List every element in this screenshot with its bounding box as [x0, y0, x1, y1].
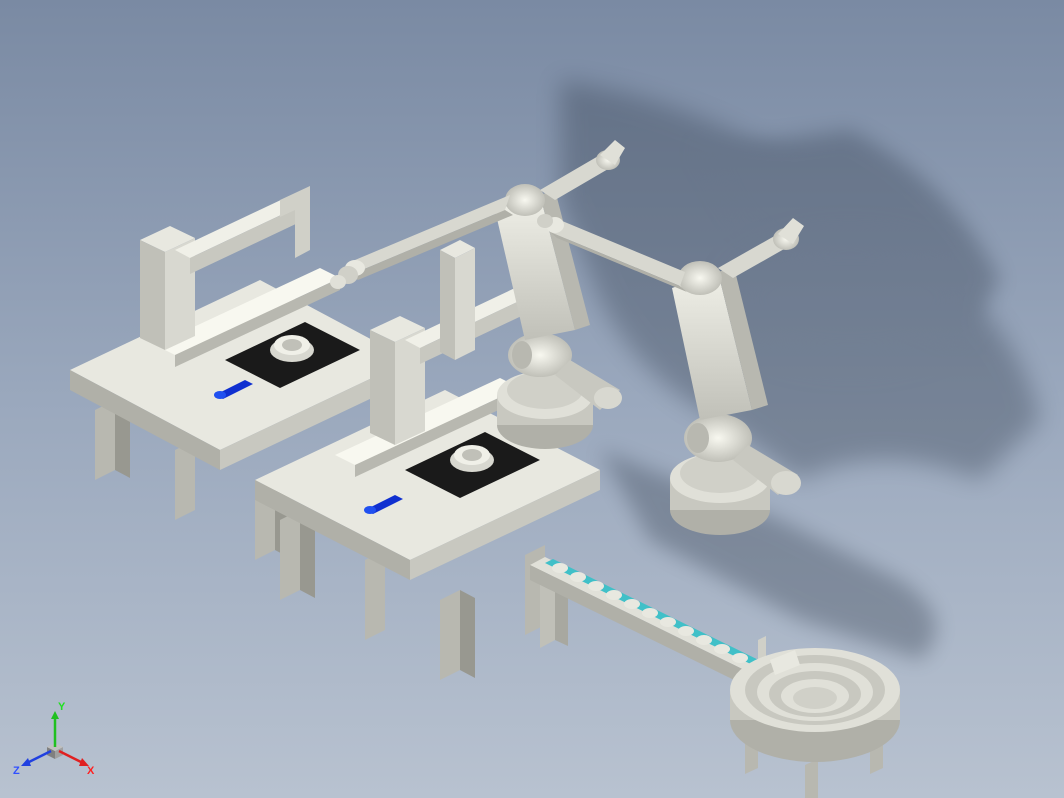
- scene-render: [0, 0, 1064, 798]
- axis-triad-svg: [15, 703, 95, 783]
- axis-label-z: Z: [13, 765, 20, 777]
- axis-label-x: X: [87, 765, 94, 777]
- cad-3d-viewport[interactable]: Y X Z: [0, 0, 1064, 798]
- axis-label-y: Y: [58, 701, 65, 713]
- axis-triad[interactable]: Y X Z: [15, 703, 95, 783]
